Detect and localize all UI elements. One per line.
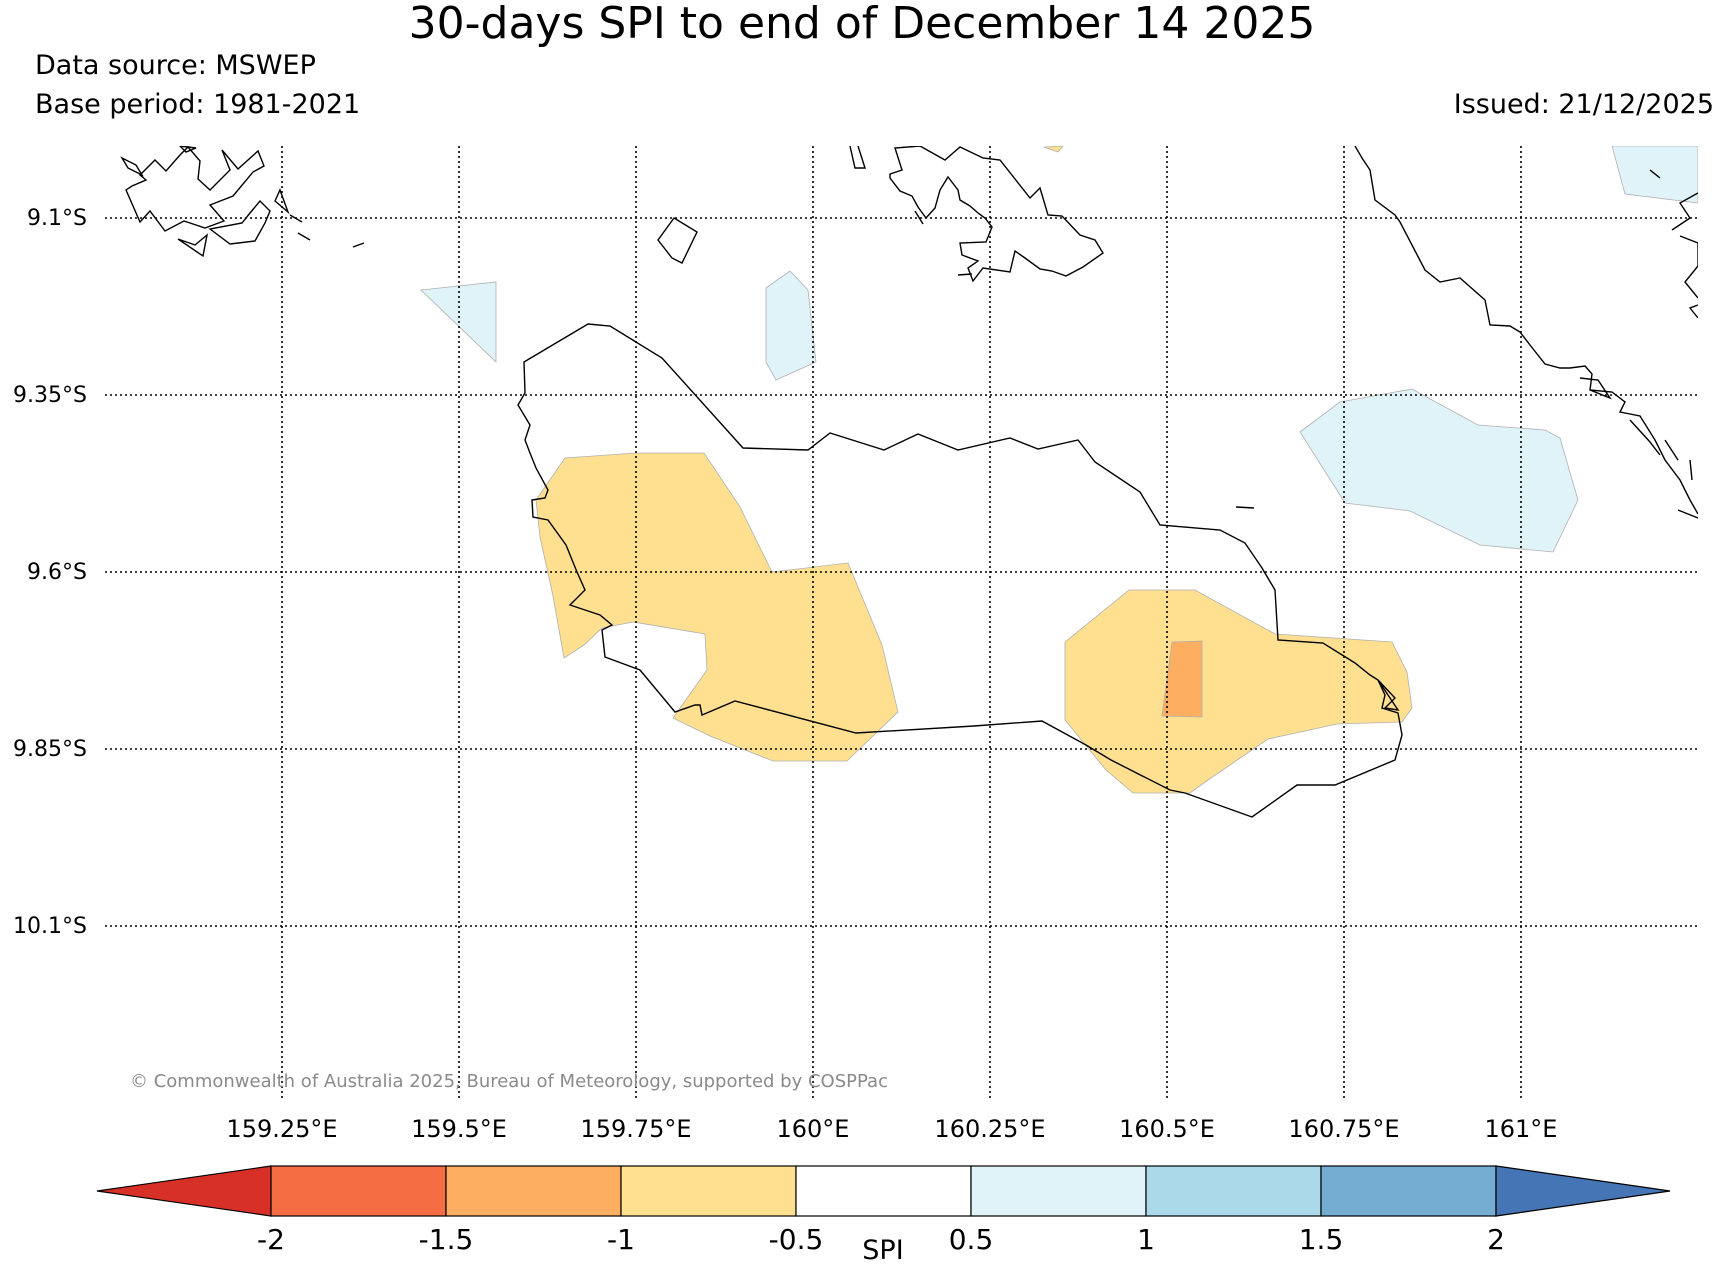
lat-label: 10.1°S: [13, 914, 87, 939]
lon-label: 160.5°E: [1119, 1115, 1215, 1143]
spi-region-wet-east: [1299, 388, 1579, 553]
spi-region-dry-east: [1064, 589, 1413, 794]
lat-label: 9.35°S: [13, 383, 87, 408]
colorbar-tick: 1: [1137, 1223, 1155, 1256]
colorbar-tick: 1.5: [1299, 1223, 1344, 1256]
lon-label: 159.25°E: [226, 1115, 337, 1143]
lon-label: 161°E: [1485, 1115, 1558, 1143]
colorbar-tick: 2: [1487, 1223, 1505, 1256]
spi-region-dry-west: [535, 452, 899, 762]
map-area: [105, 146, 1698, 1101]
colorbar-tick: 0.5: [949, 1223, 994, 1256]
lon-label: 160°E: [777, 1115, 850, 1143]
coastline-main-island: [517, 323, 1403, 818]
spi-region-wet-central: [765, 270, 817, 381]
latitude-labels: 9.1°S 9.35°S 9.6°S 9.85°S 10.1°S: [13, 206, 87, 939]
coastlines: [120, 146, 1698, 818]
coastline-islet-north: [657, 217, 698, 264]
colorbar-label: SPI: [862, 1235, 903, 1265]
lon-label: 160.75°E: [1288, 1115, 1399, 1143]
spi-region-dry-severe: [1161, 640, 1203, 718]
colorbar: [96, 1165, 1671, 1217]
colorbar-bin: [620, 1165, 797, 1217]
copyright-notice: © Commonwealth of Australia 2025, Bureau…: [130, 1071, 888, 1092]
coastline-north-central: [849, 146, 1104, 283]
colorbar-extend-high: [1495, 1165, 1671, 1217]
base-period-label: Base period: 1981-2021: [35, 89, 361, 120]
colorbar-bin: [1320, 1165, 1497, 1217]
lon-label: 159.5°E: [411, 1115, 507, 1143]
coastline-northwest-islands: [120, 146, 365, 258]
data-source-label: Data source: MSWEP: [35, 50, 316, 81]
colorbar-bin: [270, 1165, 447, 1217]
colorbar-extend-low: [96, 1165, 272, 1217]
coastline-islet-east: [1235, 506, 1255, 509]
lat-label: 9.6°S: [27, 560, 87, 585]
colorbar-bin: [970, 1165, 1147, 1217]
colorbar-bin: [795, 1165, 972, 1217]
issued-date-label: Issued: 21/12/2025: [1453, 89, 1714, 120]
gridlines: [105, 146, 1698, 1101]
colorbar-tick: -1: [607, 1223, 635, 1256]
lon-label: 160.25°E: [934, 1115, 1045, 1143]
map-title: 30-days SPI to end of December 14 2025: [408, 0, 1316, 49]
coastline-east-tip: [1377, 679, 1400, 711]
lat-label: 9.1°S: [27, 206, 87, 231]
colorbar-tick: -0.5: [769, 1223, 824, 1256]
spi-shading: [420, 146, 1698, 794]
spi-region-dry-northcentral: [1043, 146, 1064, 153]
lon-label: 159.75°E: [580, 1115, 691, 1143]
lat-label: 9.85°S: [13, 737, 87, 762]
colorbar-ticks: -2 -1.5 -1 -0.5 0.5 1 1.5 2: [257, 1223, 1505, 1256]
colorbar-tick: -1.5: [419, 1223, 474, 1256]
coastline-northeast: [1354, 146, 1698, 519]
colorbar-bin: [1145, 1165, 1322, 1217]
longitude-labels: 159.25°E 159.5°E 159.75°E 160°E 160.25°E…: [226, 1115, 1557, 1143]
colorbar-bin: [445, 1165, 622, 1217]
colorbar-tick: -2: [257, 1223, 285, 1256]
